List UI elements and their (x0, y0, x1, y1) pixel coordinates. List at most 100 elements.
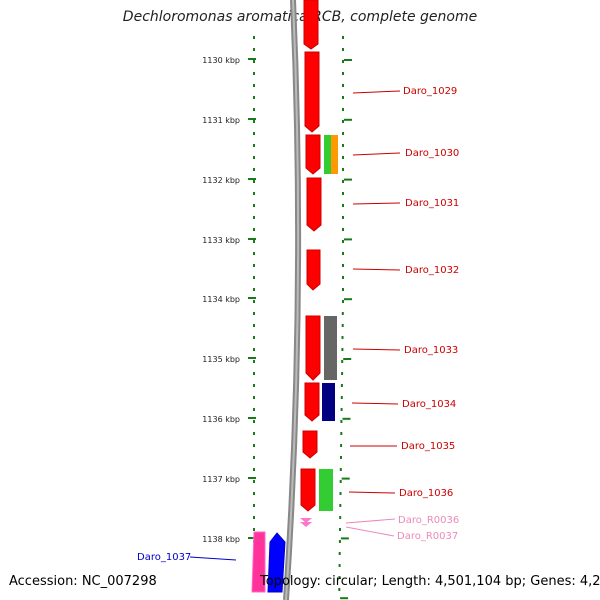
scale-dot (253, 168, 255, 171)
gene-arrow-daro-1034[interactable] (304, 382, 320, 422)
scale-dot (342, 144, 344, 147)
accession-text: Accession: NC_007298 (9, 574, 157, 589)
gene-label-daro-1037[interactable]: Daro_1037 (137, 552, 191, 563)
gene-label-daro-1029[interactable]: Daro_1029 (403, 86, 457, 97)
scale-dot (253, 408, 255, 411)
scale-dot (339, 468, 342, 471)
gene-label-daro-r0037[interactable]: Daro_R0037 (397, 531, 458, 542)
scale-dot (253, 528, 255, 531)
scale-dot (342, 168, 344, 171)
scale-dot (339, 528, 341, 531)
cog-track (319, 135, 338, 511)
scale-dot (342, 108, 344, 111)
scale-dot (338, 540, 341, 543)
scale-dot (338, 552, 341, 555)
gene-arrow-daro-1037[interactable] (267, 532, 286, 593)
scale-dot (339, 480, 342, 483)
scale-ticks: 1130 kbp 1131 kbp 1132 kbp 1133 kbp 1134… (202, 56, 256, 544)
scale-dot (342, 36, 344, 39)
gene-label-daro-1033[interactable]: Daro_1033 (404, 345, 458, 356)
scale-dot (341, 336, 344, 339)
scale-dot (341, 324, 344, 327)
tick-label: 1133 kbp (202, 236, 240, 245)
rna-arrow-daro-r0037[interactable] (300, 522, 312, 527)
scale-dot (342, 288, 344, 291)
backbone-highlight (285, 0, 300, 600)
scale-dot (253, 144, 255, 147)
gene-label-daro-r0036[interactable]: Daro_R0036 (398, 515, 459, 526)
scale-dot (253, 264, 255, 267)
scale-dot (341, 360, 344, 363)
scale-dot (340, 384, 343, 387)
scale-dot (341, 372, 344, 375)
scale-dash (343, 358, 352, 360)
scale-dot (253, 396, 255, 399)
scale-dash (344, 178, 352, 181)
scale-dot (253, 204, 255, 207)
gene-arrow-daro-1032[interactable] (306, 249, 321, 291)
gene-arrow-daro-1030[interactable] (305, 134, 321, 175)
scale-dot (253, 156, 255, 159)
scale-dot (340, 432, 343, 435)
scale-dot (340, 396, 343, 399)
scale-dot (253, 132, 255, 135)
gene-label-daro-1034[interactable]: Daro_1034 (402, 399, 456, 410)
scale-dash (340, 597, 349, 600)
gene-arrow-daro-1029[interactable] (304, 51, 320, 133)
scale-dot (342, 228, 344, 231)
scale-dots (253, 36, 344, 591)
scale-dot (340, 420, 343, 423)
scale-dot (338, 588, 341, 591)
scale-dot (342, 264, 344, 267)
tick-label: 1136 kbp (202, 415, 240, 424)
gene-arrow-daro-1031[interactable] (306, 177, 322, 232)
scale-dot (342, 192, 344, 195)
scale-dot (342, 48, 344, 51)
gene-arrow-daro-1036[interactable] (300, 468, 316, 512)
scale-dash (344, 118, 352, 121)
scale-dot (342, 120, 344, 123)
tick-label: 1137 kbp (202, 475, 240, 484)
scale-dot (253, 228, 255, 231)
scale-dot (253, 240, 255, 243)
scale-dot (253, 48, 255, 51)
gene-labels: Daro_1029 Daro_1030 Daro_1031 Daro_1032 … (137, 86, 459, 563)
scale-dot (253, 36, 255, 39)
scale-dot (253, 384, 255, 387)
gene-label-daro-1031[interactable]: Daro_1031 (405, 198, 459, 209)
scale-dot (342, 240, 344, 243)
scale-dot (340, 408, 343, 411)
scale-dot (253, 420, 255, 423)
scale-dot (253, 96, 255, 99)
gene-arrow-daro-1035[interactable] (302, 430, 318, 459)
cog-block-green-2 (319, 469, 333, 511)
gene-label-daro-1030[interactable]: Daro_1030 (405, 148, 459, 159)
topology-text: Topology: circular; Length: 4,501,104 bp… (260, 574, 600, 589)
cog-block-gray (324, 316, 337, 380)
rna-arrow-daro-r0036[interactable] (300, 518, 312, 523)
scale-dot (342, 216, 344, 219)
gene-arrow-daro-1033[interactable] (305, 315, 321, 381)
scale-dot (253, 312, 255, 315)
scale-dot (253, 504, 255, 507)
gene-arrow-daro-1028[interactable] (303, 0, 319, 50)
scale-dot (253, 492, 255, 495)
scale-dot (253, 120, 255, 123)
gene-label-daro-1035[interactable]: Daro_1035 (401, 441, 455, 452)
scale-dot (342, 300, 344, 303)
scale-dot (253, 276, 255, 279)
gene-label-daro-1032[interactable]: Daro_1032 (405, 265, 459, 276)
scale-dot (341, 348, 344, 351)
cog-block-orange (331, 135, 338, 174)
scale-dot (253, 108, 255, 111)
scale-dot (253, 348, 255, 351)
scale-dot (253, 60, 255, 63)
gene-label-daro-1036[interactable]: Daro_1036 (399, 488, 453, 499)
scale-dot (342, 252, 344, 255)
scale-dot (342, 60, 344, 63)
scale-dot (253, 84, 255, 87)
cog-block-navy (322, 383, 335, 421)
scale-dot (339, 492, 342, 495)
